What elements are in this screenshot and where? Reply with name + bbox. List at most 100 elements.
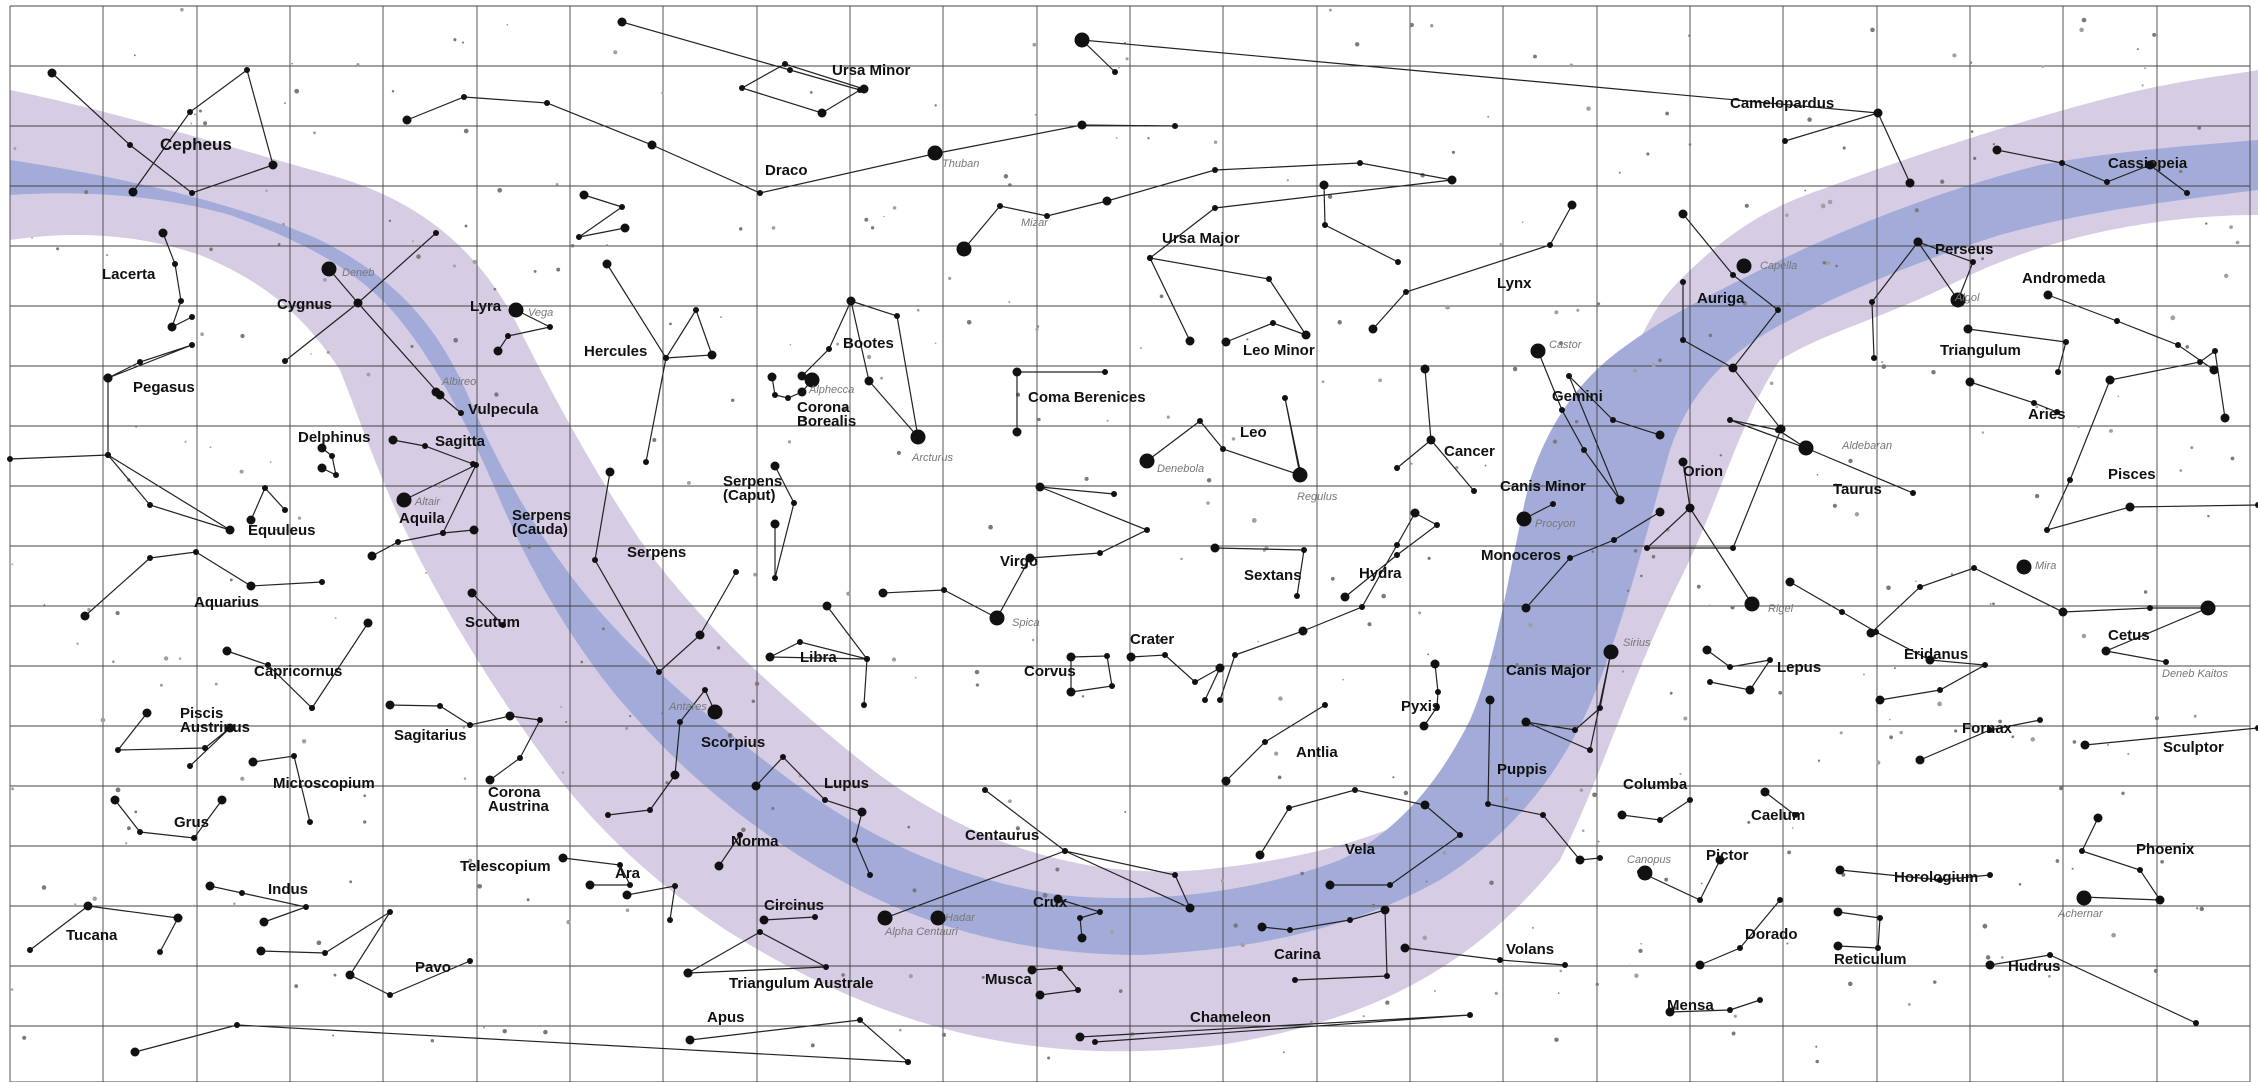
star-gemini xyxy=(1559,407,1565,413)
faint-star xyxy=(652,437,657,443)
faint-star xyxy=(2152,32,2157,37)
faint-star xyxy=(430,1039,434,1043)
label-serpens-caput-line-1: Serpens xyxy=(723,473,782,490)
label-taurus: Taurus xyxy=(1833,481,1882,498)
bright-star-procyon xyxy=(1516,511,1532,527)
star-pisces xyxy=(2255,502,2258,508)
bright-star-rigel xyxy=(1744,596,1760,612)
faint-star xyxy=(11,787,15,791)
faint-star xyxy=(497,187,503,193)
star-phoenix xyxy=(2137,867,2143,873)
figure-carina xyxy=(1261,909,1388,981)
faint-star xyxy=(601,627,605,631)
faint-star xyxy=(1870,27,1875,33)
faint-star xyxy=(463,777,467,780)
star-norma xyxy=(737,832,743,838)
star-aquarius xyxy=(80,611,90,621)
faint-star xyxy=(1159,294,1164,299)
figure-libra xyxy=(769,605,869,706)
star-serpens-caput xyxy=(791,500,797,506)
faint-star xyxy=(907,825,911,829)
faint-star xyxy=(1679,772,1682,775)
faint-star xyxy=(1665,111,1669,116)
star-pictor xyxy=(1715,855,1725,865)
label-sextans: Sextans xyxy=(1244,567,1302,584)
star-piscis-austrinus xyxy=(142,708,152,718)
star-carina xyxy=(1347,917,1353,923)
star-ursa-major xyxy=(1357,160,1363,166)
figure-lynx xyxy=(1372,204,1573,330)
coordinate-grid xyxy=(9,5,2251,1082)
star-cetus xyxy=(2147,605,2153,611)
star-cygnus xyxy=(282,358,288,364)
faint-star xyxy=(981,975,985,979)
bright-star-deneb-kaitos xyxy=(2200,600,2216,616)
faint-star xyxy=(1769,381,1774,386)
star-chameleon xyxy=(1092,1039,1098,1045)
label-circinus: Circinus xyxy=(764,897,824,914)
faint-star xyxy=(160,388,164,392)
bright-star-markers xyxy=(7,17,2258,1065)
faint-star xyxy=(275,528,278,531)
label-columba: Columba xyxy=(1623,776,1688,793)
star-piscis-austrinus xyxy=(115,747,121,753)
star-corona-borealis xyxy=(772,392,778,398)
star-ursa-major-2 xyxy=(1319,180,1329,190)
label-auriga: Auriga xyxy=(1697,290,1745,307)
faint-star xyxy=(1683,716,1688,721)
star-capricornus xyxy=(309,705,315,711)
faint-star xyxy=(2127,752,2130,756)
star-vela xyxy=(1286,805,1292,811)
faint-star xyxy=(92,896,97,901)
star-antlia xyxy=(1221,776,1231,786)
star-piscis-austrinus xyxy=(187,763,193,769)
faint-star xyxy=(1213,140,1218,144)
faint-star xyxy=(738,227,743,231)
faint-star xyxy=(1664,877,1669,882)
label-cetus: Cetus xyxy=(2108,627,2150,644)
star-cancer xyxy=(1420,364,1430,374)
faint-star xyxy=(1427,556,1431,560)
figure-delphinus xyxy=(321,447,337,477)
star-cetus xyxy=(2163,659,2169,665)
star-puppis xyxy=(1575,855,1585,865)
star-draco xyxy=(402,115,412,125)
faint-star xyxy=(2207,514,2210,518)
faint-star xyxy=(1257,640,1259,643)
star-vulpecula xyxy=(431,387,441,397)
faint-star xyxy=(665,781,669,785)
faint-star xyxy=(555,183,559,186)
faint-star xyxy=(483,1026,485,1029)
label-delphinus: Delphinus xyxy=(298,429,371,446)
faint-star xyxy=(561,771,565,774)
star-label-deneb: Deneb xyxy=(342,267,374,279)
star-phoenix xyxy=(2079,848,2085,854)
faint-star xyxy=(1487,115,1490,118)
star-canis-major xyxy=(1521,717,1531,727)
faint-star xyxy=(1933,980,1937,984)
star-ursa-major xyxy=(1147,255,1153,261)
faint-star xyxy=(233,902,236,905)
star-hudrus xyxy=(2047,952,2053,958)
star-ara xyxy=(622,890,632,900)
faint-star xyxy=(134,810,138,814)
star-cetus xyxy=(1971,565,1977,571)
faint-star xyxy=(1931,369,1936,375)
faint-star xyxy=(2072,740,2077,744)
faint-star xyxy=(1673,1006,1677,1010)
label-ursa-minor: Ursa Minor xyxy=(832,62,911,79)
star-reticulum xyxy=(1833,907,1843,917)
bright-star-alphecca xyxy=(804,372,820,388)
label-scorpius: Scorpius xyxy=(701,734,765,751)
star-phoenix xyxy=(2093,813,2103,823)
faint-star xyxy=(1807,117,1812,122)
faint-star xyxy=(452,264,457,268)
faint-star xyxy=(100,717,106,723)
faint-star xyxy=(10,988,14,991)
star-lepus xyxy=(1745,685,1755,695)
faint-star xyxy=(1786,942,1789,945)
star-carina xyxy=(1292,977,1298,983)
faint-star xyxy=(1696,584,1701,589)
faint-star xyxy=(43,604,46,606)
faint-star xyxy=(1881,364,1887,369)
